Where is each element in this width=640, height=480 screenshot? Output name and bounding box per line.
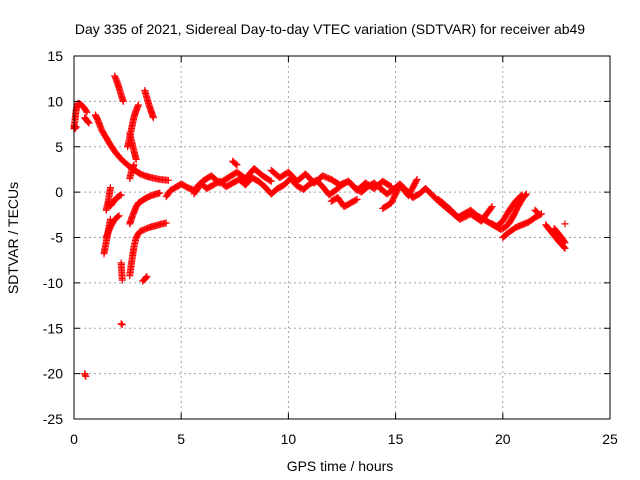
data-point: [117, 191, 125, 199]
data-point: [232, 160, 240, 168]
data-point: [117, 320, 125, 328]
data-point: [82, 372, 90, 380]
data-point: [130, 161, 138, 169]
data-point: [85, 119, 93, 127]
data-points: [70, 72, 569, 380]
y-tick-label: -10: [43, 275, 63, 291]
data-point: [119, 97, 127, 105]
data-point: [386, 182, 394, 190]
data-point: [156, 189, 164, 197]
x-tick-label: 5: [177, 431, 185, 447]
data-point: [116, 192, 124, 200]
axis-ticks: [73, 55, 611, 420]
data-point: [106, 184, 114, 192]
data-point: [412, 177, 420, 185]
tick-labels: 0 5 10 15 20 25 -25 -20 -15 -10 -5 0 5 10 15: [43, 48, 618, 447]
data-point: [84, 118, 92, 126]
y-axis-label: SDTVAR / TECUs: [5, 182, 21, 294]
y-tick-label: -5: [51, 230, 64, 246]
data-point: [82, 107, 90, 115]
data-point: [488, 203, 496, 211]
data-point: [267, 177, 275, 185]
data-point: [115, 212, 123, 220]
data-point: [132, 155, 140, 163]
y-tick-label: 0: [55, 184, 63, 200]
data-point: [532, 207, 540, 215]
y-tick-label: -25: [43, 411, 63, 427]
x-tick-label: 25: [602, 431, 618, 447]
y-tick-label: 15: [47, 48, 63, 64]
data-point: [533, 208, 541, 216]
x-tick-label: 10: [281, 431, 297, 447]
data-point: [561, 220, 569, 228]
data-point: [83, 108, 91, 116]
data-point: [487, 204, 495, 212]
data-point: [114, 213, 122, 221]
data-point: [561, 239, 569, 247]
data-point: [560, 238, 568, 246]
x-tick-label: 15: [388, 431, 404, 447]
x-tick-label: 0: [70, 431, 78, 447]
data-point: [413, 175, 421, 183]
x-tick-label: 20: [495, 431, 511, 447]
data-point: [387, 183, 395, 191]
data-point: [142, 273, 150, 281]
x-axis-label: GPS time / hours: [287, 458, 394, 474]
y-tick-label: 10: [47, 93, 63, 109]
y-tick-label: -15: [43, 320, 63, 336]
data-point: [149, 114, 157, 122]
y-tick-label: 5: [55, 139, 63, 155]
data-point: [353, 195, 361, 203]
data-point: [233, 161, 241, 169]
data-point: [522, 191, 530, 199]
y-tick-label: -20: [43, 366, 63, 382]
data-point: [352, 196, 360, 204]
chart-title: Day 335 of 2021, Sidereal Day-to-day VTE…: [75, 21, 585, 37]
data-point: [522, 190, 530, 198]
data-point: [118, 321, 126, 329]
data-point: [266, 176, 274, 184]
data-point: [162, 219, 170, 227]
data-point: [537, 210, 545, 218]
data-point: [118, 276, 126, 284]
grid: [74, 56, 610, 419]
data-point: [134, 101, 142, 109]
data-point: [143, 273, 151, 281]
data-point: [164, 176, 172, 184]
